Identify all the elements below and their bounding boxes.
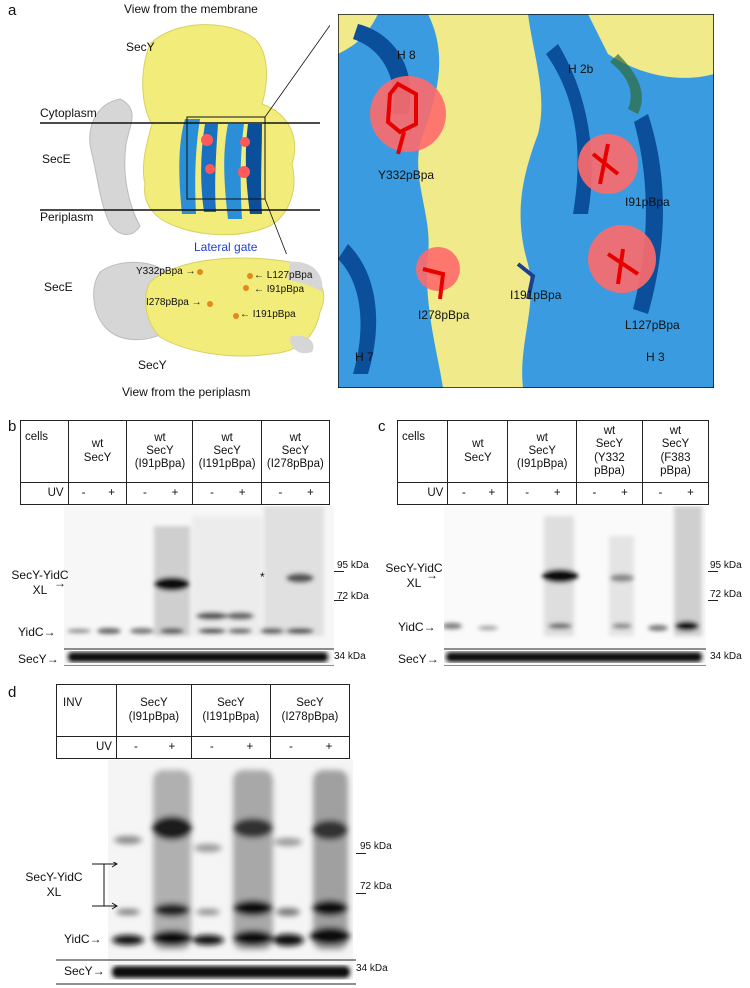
panel-c-col-1: wt SecY (I91pBpa)	[507, 420, 577, 483]
y332-small-label: Y332pBpa →	[136, 266, 196, 277]
h2b-label: H 2b	[568, 62, 594, 76]
uv-label: UV	[396, 482, 449, 505]
panel-b-xl-arrow: →	[54, 576, 66, 590]
panel-b-tick-72	[334, 600, 344, 601]
uv-cell: - +	[190, 736, 271, 759]
panel-b-col-0: wt SecY	[67, 420, 128, 483]
panel-b-secy-label: SecY→	[18, 652, 59, 666]
panel-c-kda-72: 72 kDa	[710, 589, 742, 600]
panel-d-xl-bracket	[92, 862, 118, 910]
i278-small-label: I278pBpa →	[146, 297, 202, 308]
uv-label: UV	[20, 482, 69, 505]
uv-label: UV	[56, 736, 117, 759]
l127-zoom-label: L127pBpa	[625, 318, 680, 332]
panel-d-yidc-label: YidC→	[64, 932, 102, 946]
h3-label: H 3	[646, 350, 665, 364]
panel-d-xl-label: SecY-YidC XL	[25, 870, 83, 899]
lateral-gate-label: Lateral gate	[194, 240, 258, 254]
i278-zoom-label: I278pBpa	[418, 308, 470, 322]
uv-cell: - +	[67, 482, 128, 505]
panel-c-secy-label: SecY→	[398, 652, 439, 666]
h7-label: H 7	[355, 350, 374, 364]
panel-d-secy-blot	[56, 959, 356, 985]
panel-a-label: a	[8, 2, 17, 19]
panel-b-asterisk: *	[260, 570, 265, 584]
panel-d-col-1: SecY (I191pBpa)	[190, 684, 271, 737]
panel-d-kda-95: 95 kDa	[360, 841, 392, 852]
panel-b-tick-95	[334, 571, 344, 572]
panel-b-label: b	[8, 418, 17, 435]
lateral-gate-zoom	[338, 14, 714, 388]
sece-label-bottom: SecE	[44, 280, 73, 294]
panel-c-label: c	[378, 418, 386, 435]
panel-d-tick-95	[356, 853, 366, 854]
panel-c-col-0: wt SecY	[447, 420, 509, 483]
uv-cell: - +	[126, 482, 194, 505]
panel-b-kda-72: 72 kDa	[337, 591, 369, 602]
y332-zoom-label: Y332pBpa	[378, 168, 435, 182]
uv-cell: - +	[115, 736, 192, 759]
panel-c-xl-arrow: →	[426, 568, 438, 582]
panel-b-yidc-label: YidC→	[18, 625, 56, 639]
secy-sece-structure-membrane-view	[40, 24, 330, 254]
inv-label: INV	[56, 684, 117, 737]
cells-label: cells	[20, 420, 69, 483]
view-membrane-title: View from the membrane	[124, 2, 258, 16]
panel-d-col-2: SecY (I278pBpa)	[269, 684, 351, 737]
panel-d-kda-34: 34 kDa	[356, 963, 388, 974]
periplasm-label: Periplasm	[40, 210, 94, 224]
panel-d-header-table: INV SecY (I91pBpa) SecY (I191pBpa) SecY (I2…	[56, 684, 351, 759]
panel-c-header-table: cells wt SecY wt SecY (I91pBpa) wt SecY (Y332…	[396, 420, 710, 505]
secy-label-bottom: SecY	[138, 358, 167, 372]
panel-c-kda-34: 34 kDa	[710, 651, 742, 662]
uv-cell: - +	[192, 482, 262, 505]
panel-b-kda-95: 95 kDa	[337, 560, 369, 571]
panel-b-header-table: cells wt SecY wt SecY (I91pBpa) wt SecY (I191…	[20, 420, 331, 505]
panel-d-label: d	[8, 684, 17, 701]
panel-d-secy-label: SecY→	[64, 964, 105, 978]
panel-d-blot	[108, 760, 353, 980]
secy-sece-structure-periplasm-view	[93, 257, 325, 357]
panel-b-col-3: wt SecY (I278pBpa)	[260, 420, 331, 483]
uv-cell: - +	[575, 482, 643, 505]
sece-label-top: SecE	[42, 152, 71, 166]
panel-c-xl-label: SecY-YidC XL	[385, 561, 443, 590]
panel-b-kda-34: 34 kDa	[334, 651, 366, 662]
l127-small-label: ← L127pBpa	[254, 270, 313, 281]
uv-cell: - +	[641, 482, 710, 505]
panel-b-xl-label: SecY-YidC XL	[11, 568, 69, 597]
i191-small-label: ← I191pBpa	[240, 309, 296, 320]
panel-d-tick-72	[356, 893, 366, 894]
panel-d-col-0: SecY (I91pBpa)	[115, 684, 192, 737]
panel-c-blot	[444, 506, 706, 666]
uv-cell: - +	[447, 482, 509, 505]
i191-zoom-label: I191pBpa	[510, 288, 562, 302]
i91-small-label: ← I91pBpa	[254, 284, 305, 295]
panel-c-kda-95: 95 kDa	[710, 560, 742, 571]
panel-b-col-2: wt SecY (I191pBpa)	[192, 420, 262, 483]
panel-d-kda-72: 72 kDa	[360, 881, 392, 892]
panel-c-col-3: wt SecY (F383 pBpa)	[641, 420, 710, 483]
uv-cell: - +	[269, 736, 351, 759]
panel-c-yidc-label: YidC→	[398, 620, 436, 634]
uv-cell: - +	[260, 482, 331, 505]
panel-c-col-2: wt SecY (Y332 pBpa)	[575, 420, 643, 483]
panel-c-tick-95	[708, 571, 718, 572]
panel-b-blot	[64, 506, 334, 666]
uv-cell: - +	[507, 482, 577, 505]
cytoplasm-label: Cytoplasm	[40, 106, 97, 120]
h8-label: H 8	[397, 48, 416, 62]
view-periplasm-title: View from the periplasm	[122, 385, 251, 399]
secy-label-top: SecY	[126, 40, 155, 54]
panel-b-col-1: wt SecY (I91pBpa)	[126, 420, 194, 483]
cells-label: cells	[396, 420, 449, 483]
panel-c-tick-72	[708, 600, 718, 601]
i91-zoom-label: I91pBpa	[625, 195, 670, 209]
